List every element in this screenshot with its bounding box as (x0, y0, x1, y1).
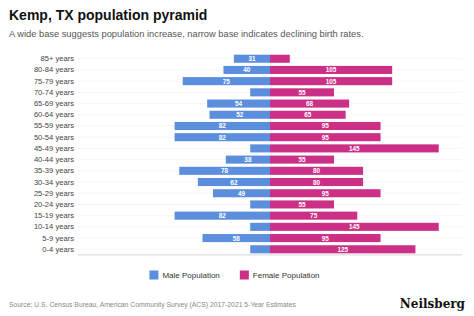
data-label: 80 (313, 167, 321, 174)
subtitle: A wide base suggests population increase… (9, 29, 364, 39)
data-label: 145 (349, 145, 360, 152)
y-tick-label: 70-74 years (34, 88, 74, 97)
bar (270, 133, 381, 141)
data-label: 40 (243, 66, 251, 73)
data-label: 75 (223, 78, 231, 85)
data-label: 125 (337, 246, 348, 253)
data-label: 80 (313, 179, 321, 186)
data-label: 95 (322, 134, 330, 141)
y-tick-label: 30-34 years (34, 178, 74, 187)
bar (234, 55, 270, 63)
background (0, 0, 474, 316)
y-tick-label: 25-29 years (34, 189, 74, 198)
bar (209, 111, 270, 119)
bar (226, 156, 270, 164)
y-tick-label: 15-19 years (34, 211, 74, 220)
data-label: 78 (221, 167, 229, 174)
bar (270, 200, 334, 208)
data-label: 82 (219, 122, 227, 129)
legend-entry: Female Population (253, 271, 320, 280)
bar (270, 55, 290, 63)
source: Source: U.S. Census Bureau, American Com… (9, 301, 296, 309)
bar (270, 234, 381, 242)
data-label: 55 (298, 201, 306, 208)
data-label: 95 (322, 235, 330, 242)
y-tick-label: 45-49 years (34, 144, 74, 153)
data-label: 75 (310, 212, 318, 219)
bar (270, 66, 392, 74)
bar (250, 245, 270, 253)
bar (270, 122, 381, 130)
title: Kemp, TX population pyramid (9, 7, 207, 23)
y-tick-label: 0-4 years (42, 245, 74, 254)
bar (203, 234, 270, 242)
legend-swatch (149, 271, 158, 280)
bar (198, 178, 270, 186)
data-label: 55 (298, 156, 306, 163)
data-label: 68 (306, 100, 314, 107)
data-label: 31 (248, 55, 256, 62)
data-label: 58 (233, 235, 241, 242)
bar (270, 111, 346, 119)
data-label: 55 (298, 89, 306, 96)
bar (250, 144, 270, 152)
data-label: 52 (236, 111, 244, 118)
data-label: 38 (244, 156, 252, 163)
data-label: 54 (235, 100, 243, 107)
y-tick-label: 55-59 years (34, 121, 74, 130)
data-label: 105 (326, 66, 337, 73)
data-labels: 58 82 496278 38 82 82 52 54 75 40 31 125 95 145 75 55 95… (219, 55, 360, 253)
y-tick-label: 35-39 years (34, 166, 74, 175)
bar (270, 100, 349, 108)
y-tick-label: 85+ years (40, 54, 74, 63)
bars (175, 55, 439, 254)
branding: Neilsberg (400, 297, 466, 311)
x-axis-line (78, 254, 462, 255)
bar (175, 212, 270, 220)
legend-swatch (240, 271, 249, 280)
y-tick-label: 20-24 years (34, 200, 74, 209)
y-tick-label: 75-79 years (34, 77, 74, 86)
bar (250, 88, 270, 96)
data-label: 95 (322, 122, 330, 129)
bar (223, 66, 270, 74)
bar (270, 167, 363, 175)
bar (175, 122, 270, 130)
bar (270, 189, 381, 197)
legend: Male Population Female Population (149, 271, 319, 280)
data-label: 82 (219, 212, 227, 219)
bar (250, 223, 270, 231)
data-label: 49 (238, 190, 246, 197)
y-tick-label: 65-69 years (34, 99, 74, 108)
bar (270, 212, 357, 220)
bar (270, 144, 439, 152)
data-label: 95 (322, 190, 330, 197)
bar (270, 77, 392, 85)
data-label: 105 (326, 78, 337, 85)
y-tick-label: 10-14 years (34, 222, 74, 231)
data-label: 82 (219, 134, 227, 141)
bar (250, 200, 270, 208)
bar (213, 189, 270, 197)
bar (270, 245, 415, 253)
bar (270, 88, 334, 96)
data-label: 62 (230, 179, 238, 186)
data-label: 145 (349, 223, 360, 230)
y-tick-label: 40-44 years (34, 155, 74, 164)
bar (183, 77, 270, 85)
bar (270, 156, 334, 164)
y-tick-label: 50-54 years (34, 133, 74, 142)
y-tick-label: 80-84 years (34, 65, 74, 74)
data-label: 65 (304, 111, 312, 118)
y-tick-label: 60-64 years (34, 110, 74, 119)
bar (179, 167, 270, 175)
y-tick-label: 5-9 years (42, 234, 74, 243)
legend-entry: Male Population (162, 271, 219, 280)
bar (270, 178, 363, 186)
bar (175, 133, 270, 141)
bar (207, 100, 270, 108)
bar (270, 223, 439, 231)
chart: Kemp, TX population pyramid A wide base s… (0, 0, 474, 316)
